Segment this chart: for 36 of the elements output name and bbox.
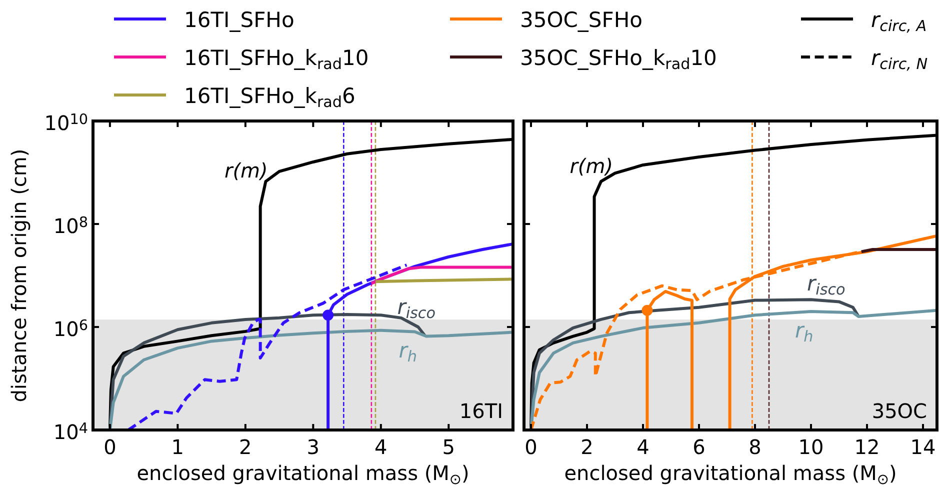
y-tick-label: 10$^{6}$ [53,317,88,341]
legend-label: 16TI_SFHo [184,8,294,32]
annotation: 16TI [459,399,503,423]
annotation: r$_{h}$ [795,318,814,346]
annotation: r$_{isco}$ [397,294,436,322]
x-tick-label: 5 [442,435,456,459]
x-tick-label: 4 [636,435,650,459]
annotation: r$_{isco}$ [807,272,846,298]
x-tick-label: 3 [306,435,320,459]
x-tick-label: 2 [239,435,252,459]
legend-label: 16TI_SFHo_k$_{rad}$10 [184,46,369,73]
legend-label: 35OC_SFHo [520,8,642,32]
y-axis-title: distance from origin (cm) [7,148,31,402]
x-tick-label: 6 [692,435,706,459]
x-tick-label: 4 [374,435,388,459]
x-axis-title: enclosed gravitational mass (M$_{⊙}$) [136,461,470,487]
x-tick-label: 12 [854,435,880,459]
x-tick-label: 1 [171,435,184,459]
x-tick-label: 0 [524,435,538,459]
legend-label: 35OC_SFHo_k$_{rad}$10 [520,46,717,73]
x-tick-label: 0 [104,435,116,459]
x-axis-title: enclosed gravitational mass (M$_{⊙}$) [564,461,897,487]
text: r$_{circ, A}$ [871,8,927,35]
x-tick-label: 2 [580,435,594,459]
annotation: 35OC [872,399,927,423]
annotation: r$_{h}$ [398,338,417,366]
text: r$_{circ, N}$ [871,46,928,73]
x-tick-label: 10 [798,435,824,459]
annotation: r(m) [570,154,613,178]
y-tick-label: 10$^{10}$ [44,111,88,135]
y-tick-label: 10$^{8}$ [53,214,88,238]
y-tick-label: 10$^{4}$ [53,420,88,444]
x-tick-label: 14 [910,435,936,459]
x-tick-label: 8 [748,435,762,459]
legend-label: 16TI_SFHo_k$_{rad}$6 [184,84,356,111]
annotation: r(m) [224,158,268,182]
